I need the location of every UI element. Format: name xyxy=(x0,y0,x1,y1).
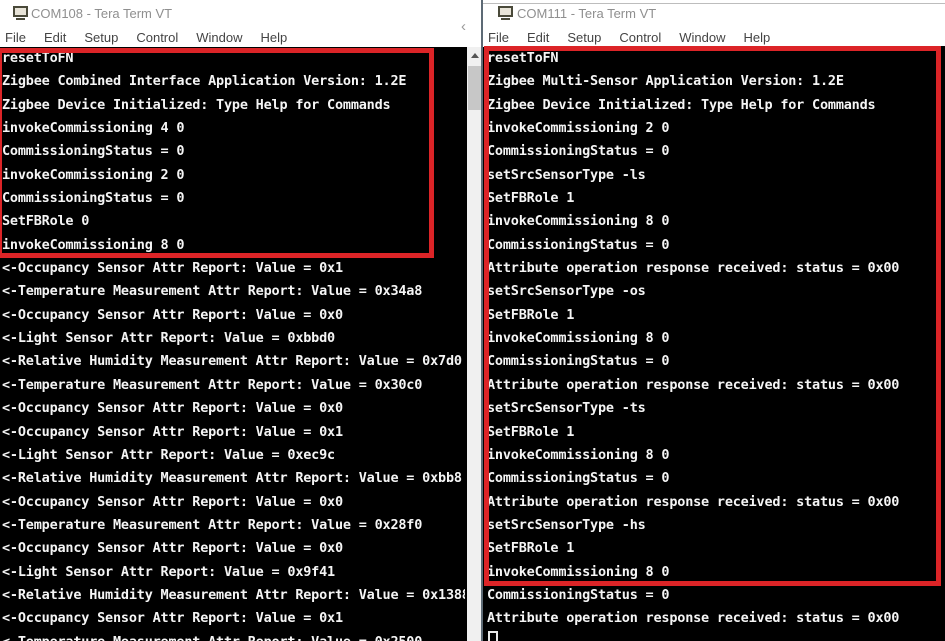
terminal-line: CommissioningStatus = 0 xyxy=(487,353,670,370)
terminal-line: invokeCommissioning 8 0 xyxy=(2,236,185,253)
terminal-line: <-Occupancy Sensor Attr Report: Value = … xyxy=(2,493,343,510)
terminal-line: <-Occupancy Sensor Attr Report: Value = … xyxy=(2,540,343,557)
menu-item-edit[interactable]: Edit xyxy=(526,30,550,45)
tera-term-vt-icon[interactable] xyxy=(13,6,28,20)
terminal-line: <-Relative Humidity Measurement Attr Rep… xyxy=(2,586,465,603)
right-menu-bar: File Edit Setup Control Window Help xyxy=(483,28,945,47)
terminal-line: <-Light Sensor Attr Report: Value = 0xec… xyxy=(2,446,335,463)
terminal-line: invokeCommissioning 8 0 xyxy=(487,446,670,463)
terminal-line: setSrcSensorType -ts xyxy=(487,400,646,417)
menu-item-file[interactable]: File xyxy=(488,30,509,45)
terminal-line: <-Light Sensor Attr Report: Value = 0xbb… xyxy=(2,330,335,347)
left-menu-bar: File Edit Setup Control Window Help xyxy=(0,28,483,47)
terminal-line: invokeCommissioning 2 0 xyxy=(2,166,185,183)
scroll-up-icon xyxy=(471,53,479,58)
terminal-line: <-Temperature Measurement Attr Report: V… xyxy=(2,283,423,300)
menu-item-setup[interactable]: Setup xyxy=(84,30,119,45)
terminal-line: Attribute operation response received: s… xyxy=(487,493,900,510)
menu-item-setup[interactable]: Setup xyxy=(567,30,602,45)
left-title-bar[interactable]: COM108 - Tera Term VT xyxy=(0,0,483,28)
right-window-com111: COM111 - Tera Term VT File Edit Setup Contr… xyxy=(483,0,945,641)
terminal-line: invokeCommissioning 8 0 xyxy=(487,330,670,347)
left-window-title: COM108 - Tera Term VT xyxy=(31,6,173,21)
terminal-line: Attribute operation response received: s… xyxy=(487,376,900,393)
terminal-line: SetFBRole 0 xyxy=(2,213,90,230)
scroll-up-button[interactable] xyxy=(467,47,483,64)
terminal-line: <-Occupancy Sensor Attr Report: Value = … xyxy=(2,610,343,627)
terminal-line: setSrcSensorType -hs xyxy=(487,516,646,533)
terminal-line: SetFBRole 1 xyxy=(487,306,575,323)
right-terminal-output: resetToFN Zigbee Multi-Sensor Application… xyxy=(487,50,943,634)
window-top-edge xyxy=(483,3,945,4)
terminal-line: SetFBRole 1 xyxy=(487,540,575,557)
terminal-line: CommissioningStatus = 0 xyxy=(487,586,670,603)
terminal-line: SetFBRole 1 xyxy=(487,190,575,207)
terminal-line: CommissioningStatus = 0 xyxy=(2,190,185,207)
terminal-line: setSrcSensorType -ls xyxy=(487,166,646,183)
terminal-line: <-Temperature Measurement Attr Report: V… xyxy=(2,634,465,641)
left-terminal-output: resetToFN Zigbee Combined Interface Appli… xyxy=(2,50,465,641)
window-control-partial-icon: ‹ xyxy=(461,18,466,35)
terminal-line: CommissioningStatus = 0 xyxy=(487,143,670,160)
left-window-com108: COM108 - Tera Term VT File Edit Setup Contr… xyxy=(0,0,483,641)
menu-item-control[interactable]: Control xyxy=(619,30,662,45)
window-frame-divider xyxy=(481,0,483,641)
terminal-line: <-Relative Humidity Measurement Attr Rep… xyxy=(2,353,462,370)
menu-item-help[interactable]: Help xyxy=(743,30,771,45)
terminal-line: CommissioningStatus = 0 xyxy=(487,236,670,253)
menu-item-control[interactable]: Control xyxy=(136,30,179,45)
terminal-line: Zigbee Multi-Sensor Application Version:… xyxy=(487,73,844,90)
terminal-cursor xyxy=(488,631,498,641)
right-terminal-screen[interactable]: resetToFN Zigbee Multi-Sensor Application… xyxy=(484,46,945,641)
menu-item-edit[interactable]: Edit xyxy=(43,30,67,45)
left-scrollbar[interactable] xyxy=(467,47,483,641)
terminal-line: resetToFN xyxy=(2,50,74,66)
terminal-line: invokeCommissioning 8 0 xyxy=(487,563,670,580)
scrollbar-thumb[interactable] xyxy=(468,66,482,110)
terminal-line: SetFBRole 1 xyxy=(487,423,575,440)
menu-item-window[interactable]: Window xyxy=(196,30,243,45)
terminal-line: <-Temperature Measurement Attr Report: V… xyxy=(2,516,423,533)
terminal-line: CommissioningStatus = 0 xyxy=(2,143,185,160)
terminal-line: Zigbee Combined Interface Application Ve… xyxy=(2,73,407,90)
menu-item-file[interactable]: File xyxy=(5,30,26,45)
terminal-line: Zigbee Device Initialized: Type Help for… xyxy=(487,96,876,113)
terminal-line: Attribute operation response received: s… xyxy=(487,260,900,277)
terminal-line: <-Occupancy Sensor Attr Report: Value = … xyxy=(2,260,343,277)
terminal-line: <-Occupancy Sensor Attr Report: Value = … xyxy=(2,400,343,417)
right-title-bar[interactable]: COM111 - Tera Term VT xyxy=(483,0,945,28)
terminal-line: setSrcSensorType -os xyxy=(487,283,646,300)
tera-term-vt-icon[interactable] xyxy=(498,6,513,20)
right-window-title: COM111 - Tera Term VT xyxy=(517,6,657,21)
terminal-line: resetToFN xyxy=(487,50,559,66)
terminal-line: <-Temperature Measurement Attr Report: V… xyxy=(2,376,423,393)
terminal-line: CommissioningStatus = 0 xyxy=(487,470,670,487)
terminal-line: <-Occupancy Sensor Attr Report: Value = … xyxy=(2,423,343,440)
terminal-line: <-Light Sensor Attr Report: Value = 0x9f… xyxy=(2,563,335,580)
terminal-line: invokeCommissioning 8 0 xyxy=(487,213,670,230)
terminal-line: invokeCommissioning 2 0 xyxy=(487,120,670,137)
menu-item-window[interactable]: Window xyxy=(679,30,726,45)
terminal-line: invokeCommissioning 4 0 xyxy=(2,120,185,137)
left-terminal-screen[interactable]: resetToFN Zigbee Combined Interface Appli… xyxy=(0,47,467,641)
terminal-line: <-Occupancy Sensor Attr Report: Value = … xyxy=(2,306,343,323)
terminal-line: <-Relative Humidity Measurement Attr Rep… xyxy=(2,470,462,487)
terminal-line: Zigbee Device Initialized: Type Help for… xyxy=(2,96,391,113)
terminal-line: Attribute operation response received: s… xyxy=(487,610,900,627)
menu-item-help[interactable]: Help xyxy=(260,30,288,45)
